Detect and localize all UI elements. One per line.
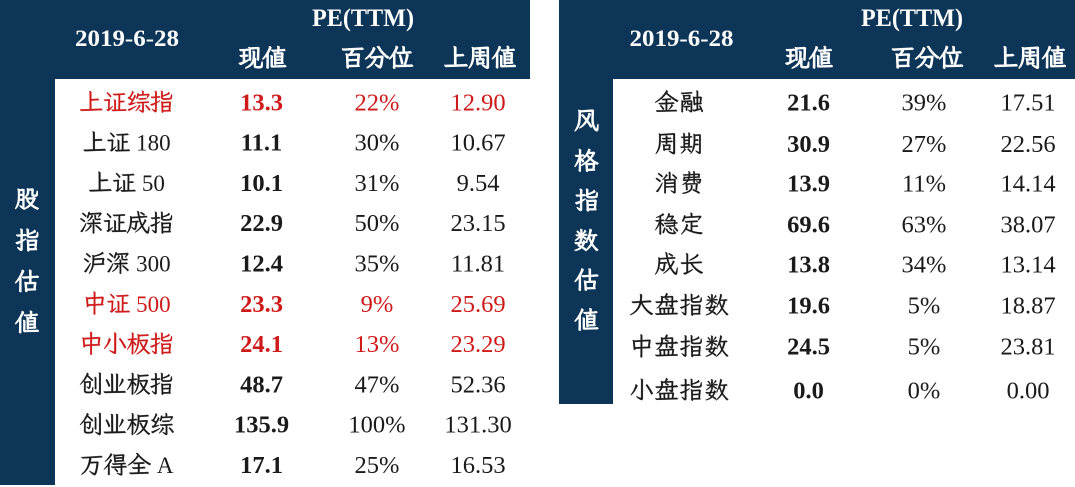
svg-text:13.14: 13.14 xyxy=(1000,251,1055,278)
svg-text:17.51: 17.51 xyxy=(1000,89,1055,116)
svg-text:0%: 0% xyxy=(908,377,941,404)
svg-text:16.53: 16.53 xyxy=(450,452,505,479)
svg-text:500: 500 xyxy=(136,292,171,317)
svg-text:50%: 50% xyxy=(355,210,400,237)
svg-text:23.81: 23.81 xyxy=(1000,334,1055,361)
svg-text:22%: 22% xyxy=(355,89,400,116)
svg-text:180: 180 xyxy=(136,131,171,156)
svg-text:11%: 11% xyxy=(902,170,946,197)
svg-text:47%: 47% xyxy=(355,371,400,398)
svg-text:50: 50 xyxy=(142,171,165,196)
svg-text:5%: 5% xyxy=(908,292,941,319)
svg-text:17.1: 17.1 xyxy=(240,452,283,479)
svg-text:2019-6-28: 2019-6-28 xyxy=(75,26,179,52)
svg-text:13.9: 13.9 xyxy=(787,170,830,197)
svg-text:21.6: 21.6 xyxy=(787,89,830,116)
svg-text:13.3: 13.3 xyxy=(240,89,283,116)
svg-text:34%: 34% xyxy=(902,251,947,278)
svg-text:0.0: 0.0 xyxy=(793,377,824,404)
svg-text:24.1: 24.1 xyxy=(240,331,283,358)
svg-text:12.90: 12.90 xyxy=(450,89,505,116)
svg-text:2019-6-28: 2019-6-28 xyxy=(630,26,734,52)
svg-text:PE(TTM): PE(TTM) xyxy=(861,5,963,32)
svg-text:300: 300 xyxy=(136,252,171,277)
svg-text:24.5: 24.5 xyxy=(787,334,830,361)
svg-text:30.9: 30.9 xyxy=(787,131,830,158)
svg-text:38.07: 38.07 xyxy=(1000,211,1055,238)
svg-text:22.9: 22.9 xyxy=(240,210,283,237)
svg-text:135.9: 135.9 xyxy=(234,412,289,439)
svg-text:12.4: 12.4 xyxy=(240,251,283,278)
svg-text:19.6: 19.6 xyxy=(787,292,830,319)
svg-text:11.1: 11.1 xyxy=(241,130,283,157)
svg-text:5%: 5% xyxy=(908,334,941,361)
svg-text:A: A xyxy=(157,453,174,478)
svg-text:131.30: 131.30 xyxy=(444,412,511,439)
svg-text:30%: 30% xyxy=(355,130,400,157)
svg-text:27%: 27% xyxy=(902,131,947,158)
svg-text:10.67: 10.67 xyxy=(450,130,505,157)
svg-text:9%: 9% xyxy=(361,291,394,318)
svg-text:25%: 25% xyxy=(355,452,400,479)
svg-text:13.8: 13.8 xyxy=(787,251,830,278)
svg-text:39%: 39% xyxy=(902,89,947,116)
svg-text:63%: 63% xyxy=(902,211,947,238)
svg-text:100%: 100% xyxy=(348,412,405,439)
svg-text:11.81: 11.81 xyxy=(451,251,505,278)
svg-text:23.29: 23.29 xyxy=(450,331,505,358)
svg-text:22.56: 22.56 xyxy=(1000,131,1055,158)
svg-text:23.3: 23.3 xyxy=(240,291,283,318)
svg-text:0.00: 0.00 xyxy=(1007,377,1050,404)
svg-text:9.54: 9.54 xyxy=(457,170,500,197)
svg-text:48.7: 48.7 xyxy=(240,371,283,398)
svg-text:35%: 35% xyxy=(355,251,400,278)
svg-text:PE(TTM): PE(TTM) xyxy=(312,5,414,32)
svg-text:14.14: 14.14 xyxy=(1000,170,1055,197)
svg-text:25.69: 25.69 xyxy=(450,291,505,318)
svg-text:23.15: 23.15 xyxy=(450,210,505,237)
svg-text:69.6: 69.6 xyxy=(787,211,830,238)
svg-text:13%: 13% xyxy=(355,331,400,358)
svg-text:10.1: 10.1 xyxy=(240,170,283,197)
svg-text:52.36: 52.36 xyxy=(450,371,505,398)
svg-text:31%: 31% xyxy=(355,170,400,197)
svg-text:18.87: 18.87 xyxy=(1000,292,1055,319)
